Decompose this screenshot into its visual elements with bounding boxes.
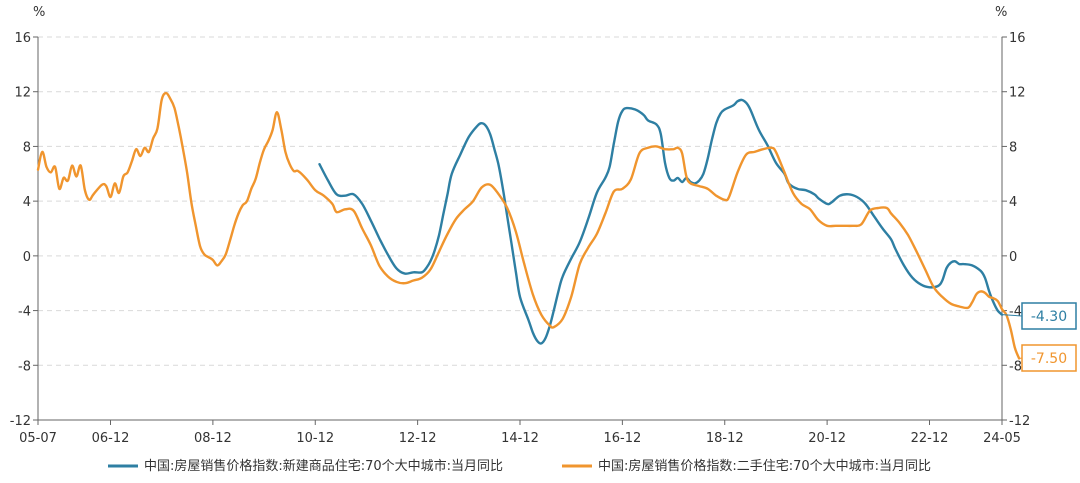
y-tick-label-right: -8 — [1009, 359, 1022, 374]
callout-leader — [1001, 314, 1023, 317]
y-tick-label-left: -12 — [10, 414, 31, 429]
legend-label: 中国:房屋销售价格指数:二手住宅:70个大中城市:当月同比 — [598, 458, 931, 474]
y-tick-label-right: -4 — [1009, 305, 1022, 320]
y-tick-label-right: 0 — [1009, 250, 1017, 265]
x-tick-label: 20-12 — [808, 431, 846, 446]
y-tick-label-right: 16 — [1009, 31, 1026, 46]
series-lines — [36, 91, 1021, 360]
x-tick-label: 10-12 — [296, 431, 334, 446]
callout-box — [1021, 302, 1077, 330]
y-tick-label-left: -4 — [18, 305, 31, 320]
gridlines — [38, 36, 1002, 366]
y-tick-label-left: 4 — [23, 195, 31, 210]
legend-label: 中国:房屋销售价格指数:新建商品住宅:70个大中城市:当月同比 — [144, 458, 503, 474]
y-unit-left: % — [33, 5, 45, 20]
x-tick-label: 22-12 — [911, 431, 949, 446]
y-unit-right: % — [995, 5, 1007, 20]
callout-value: -4.30 — [1031, 309, 1067, 325]
x-tick-label: 05-07 — [19, 431, 57, 446]
y-tick-label-left: 0 — [23, 250, 31, 265]
y-tick-label-right: -12 — [1009, 414, 1030, 429]
y-tick-label-left: 16 — [14, 31, 31, 46]
y-tick-label-left: 12 — [14, 86, 31, 101]
x-tick-label: 12-12 — [399, 431, 437, 446]
x-tick-label: 08-12 — [194, 431, 232, 446]
legend: 中国:房屋销售价格指数:新建商品住宅:70个大中城市:当月同比 中国:房屋销售价格… — [108, 458, 931, 474]
callout-box — [1021, 344, 1077, 372]
end-callouts: -4.30 -7.50 — [1001, 302, 1077, 372]
x-tick-label: 14-12 — [501, 431, 539, 446]
y-tick-label-right: 4 — [1009, 195, 1017, 210]
y-tick-label-left: 8 — [23, 140, 31, 155]
x-tick-label: 16-12 — [603, 431, 641, 446]
y-tick-label-right: 8 — [1009, 140, 1017, 155]
x-tick-label: 06-12 — [92, 431, 130, 446]
series-line-2 — [36, 91, 1021, 360]
callout-value: -7.50 — [1031, 351, 1067, 367]
y-tick-label-right: 12 — [1009, 86, 1026, 101]
y-tick-label-left: -8 — [18, 359, 31, 374]
x-tick-label: 24-05 — [983, 431, 1021, 446]
x-tick-label: 18-12 — [706, 431, 744, 446]
axes: -12 -12 -8 -8 -4 -4 0 0 4 4 8 8 12 12 16 16 05-07 06-12 08… — [10, 31, 1030, 446]
